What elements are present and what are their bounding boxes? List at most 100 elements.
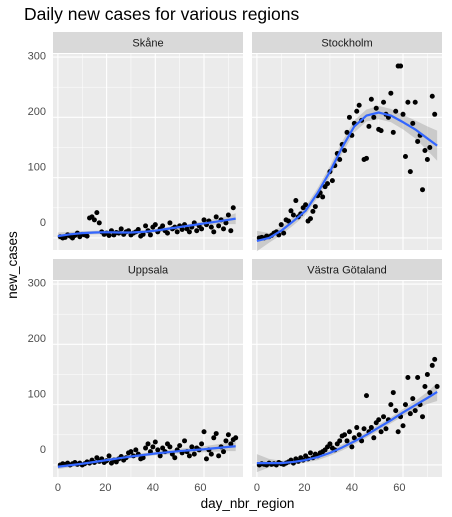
data-point-vastra-gotaland: [368, 425, 374, 431]
data-point-vastra-gotaland: [337, 438, 343, 444]
data-point-vastra-gotaland: [415, 374, 421, 380]
data-point-stockholm: [422, 147, 428, 153]
data-point-vastra-gotaland: [349, 444, 355, 450]
data-point-uppsala: [177, 443, 183, 449]
data-point-stockholm: [286, 218, 292, 224]
data-point-skane: [135, 226, 141, 232]
panel-uppsala: Uppsala: [53, 259, 243, 477]
data-point-vastra-gotaland: [381, 414, 387, 420]
data-point-vastra-gotaland: [376, 417, 382, 423]
data-point-uppsala: [216, 453, 222, 459]
data-point-uppsala: [160, 445, 166, 451]
smooth-line-uppsala: [57, 445, 236, 468]
data-point-stockholm: [405, 99, 411, 105]
x-axis-right: 0 20 40 60: [254, 482, 406, 494]
x-axis-left: 0 20 40 60: [55, 482, 207, 494]
data-point-skane: [164, 230, 170, 236]
x-tick-label: 40: [346, 482, 358, 494]
data-point-uppsala: [133, 447, 139, 453]
data-point-uppsala: [186, 453, 192, 459]
data-point-stockholm: [415, 138, 421, 144]
strip-skane: [53, 32, 243, 53]
data-point-stockholm: [303, 202, 309, 208]
y-tick-label: 300: [28, 51, 46, 63]
data-point-stockholm: [354, 108, 360, 114]
data-point-stockholm: [346, 114, 352, 120]
data-point-stockholm: [278, 222, 284, 228]
data-point-uppsala: [150, 444, 156, 450]
data-point-skane: [84, 233, 90, 239]
data-point-vastra-gotaland: [378, 429, 384, 435]
data-point-vastra-gotaland: [422, 384, 428, 390]
data-point-uppsala: [182, 438, 188, 444]
x-tick-label: 40: [147, 482, 159, 494]
data-point-vastra-gotaland: [395, 429, 401, 435]
data-point-vastra-gotaland: [420, 414, 426, 420]
y-tick-label: 0: [40, 444, 46, 456]
smooth-line-skane: [57, 217, 236, 238]
data-point-stockholm: [290, 212, 296, 218]
data-point-vastra-gotaland: [361, 426, 367, 432]
data-point-skane: [143, 223, 149, 229]
data-point-vastra-gotaland: [410, 396, 416, 402]
strip-label-skane: Skåne: [132, 38, 163, 50]
data-point-uppsala: [145, 441, 151, 447]
data-point-uppsala: [221, 449, 227, 455]
panel-skane: Skåne: [53, 32, 243, 250]
data-point-vastra-gotaland: [424, 371, 430, 377]
data-point-stockholm: [342, 147, 348, 153]
strip-label-vastra-gotaland: Västra Götaland: [307, 265, 387, 277]
data-point-vastra-gotaland: [307, 450, 313, 456]
data-point-skane: [106, 233, 112, 239]
strip-label-stockholm: Stockholm: [321, 38, 372, 50]
data-point-skane: [201, 217, 207, 223]
data-point-stockholm: [288, 208, 294, 214]
data-point-skane: [147, 232, 153, 238]
y-tick-label: 0: [40, 217, 46, 229]
data-point-vastra-gotaland: [383, 426, 389, 432]
data-point-skane: [179, 226, 185, 232]
strip-vastra-gotaland: [252, 259, 442, 280]
strip-stockholm: [252, 32, 442, 53]
x-tick-label: 60: [194, 482, 206, 494]
x-tick-label: 0: [254, 482, 260, 494]
data-point-skane: [152, 222, 158, 228]
data-point-stockholm: [407, 169, 413, 175]
data-point-uppsala: [199, 441, 205, 447]
data-point-vastra-gotaland: [432, 356, 438, 362]
data-point-stockholm: [366, 123, 372, 129]
data-point-skane: [213, 214, 219, 220]
data-point-skane: [230, 205, 236, 211]
data-point-stockholm: [363, 155, 369, 161]
data-point-vastra-gotaland: [400, 423, 406, 429]
data-point-uppsala: [128, 449, 134, 455]
panel-stockholm: Stockholm: [252, 32, 442, 252]
data-point-uppsala: [223, 438, 229, 444]
data-point-vastra-gotaland: [363, 393, 369, 399]
data-point-skane: [94, 210, 100, 216]
data-point-stockholm: [378, 128, 384, 134]
data-point-stockholm: [390, 129, 396, 135]
data-point-skane: [211, 229, 217, 235]
data-point-uppsala: [213, 431, 219, 437]
panel-bg-skane: [53, 54, 243, 250]
data-point-skane: [91, 217, 97, 223]
data-point-stockholm: [398, 63, 404, 69]
data-point-skane: [118, 226, 124, 232]
data-point-skane: [208, 224, 214, 230]
data-point-uppsala: [152, 439, 158, 445]
data-point-vastra-gotaland: [342, 432, 348, 438]
data-point-stockholm: [312, 204, 318, 210]
data-point-vastra-gotaland: [327, 441, 333, 447]
y-tick-label: 200: [28, 106, 46, 118]
data-point-uppsala: [189, 444, 195, 450]
strip-uppsala: [53, 259, 243, 280]
data-point-vastra-gotaland: [351, 435, 357, 441]
data-point-skane: [199, 226, 205, 232]
data-point-stockholm: [400, 111, 406, 117]
data-point-skane: [186, 229, 192, 235]
data-point-stockholm: [281, 230, 287, 236]
data-point-skane: [223, 220, 229, 226]
data-point-vastra-gotaland: [412, 408, 418, 414]
